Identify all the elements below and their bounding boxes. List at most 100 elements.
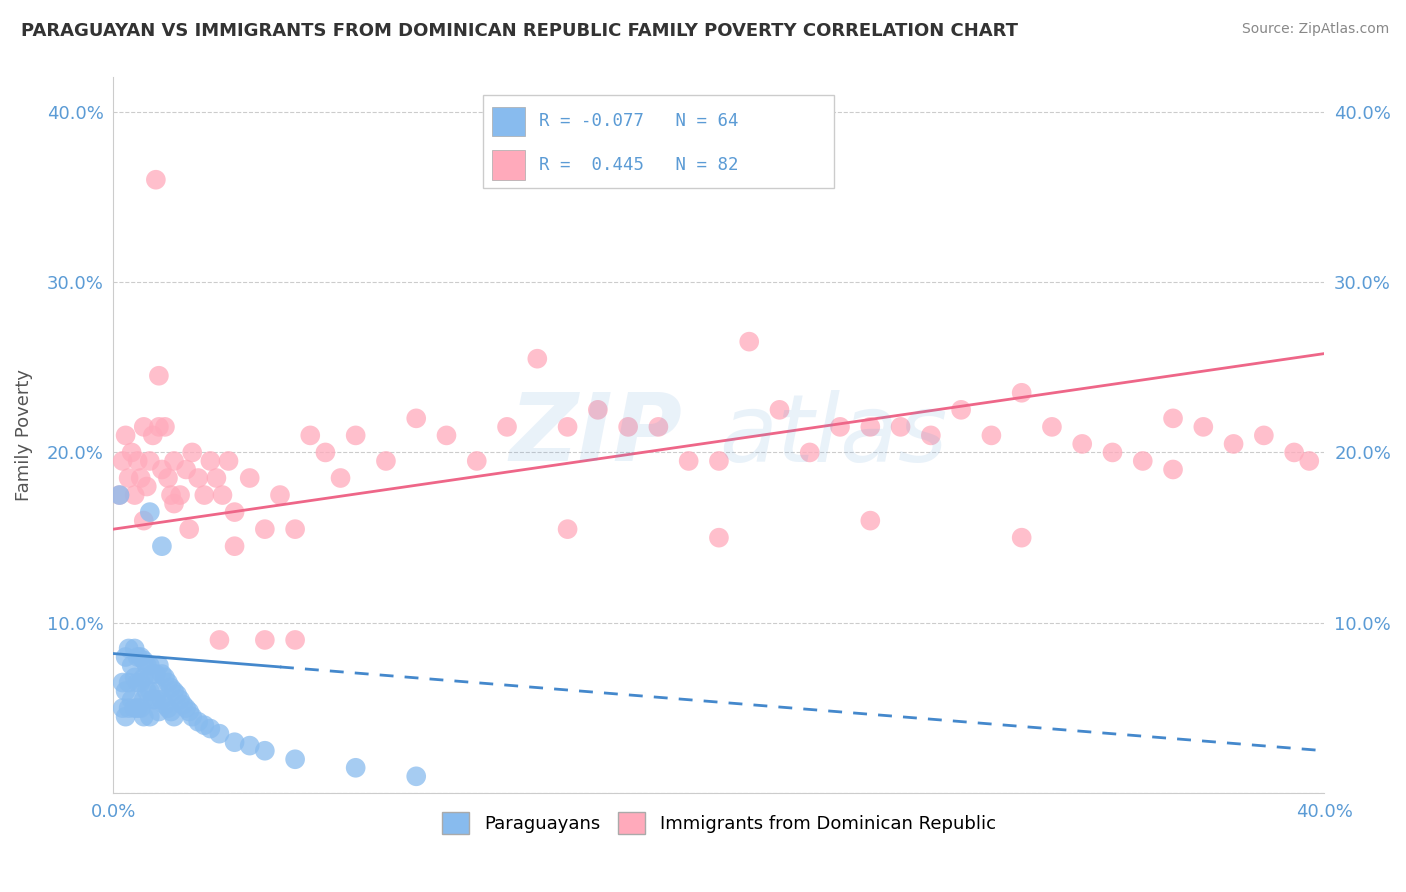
Point bbox=[344, 761, 367, 775]
Point bbox=[284, 632, 307, 647]
Point bbox=[132, 653, 155, 667]
Point bbox=[153, 670, 176, 684]
Point bbox=[153, 420, 176, 434]
Point bbox=[174, 701, 197, 715]
Point bbox=[239, 739, 262, 753]
Point bbox=[127, 454, 149, 468]
Point bbox=[678, 454, 700, 468]
Point bbox=[1253, 428, 1275, 442]
Point bbox=[117, 701, 139, 715]
Point bbox=[224, 505, 246, 519]
Point bbox=[920, 428, 942, 442]
Point bbox=[253, 744, 276, 758]
Point bbox=[526, 351, 548, 366]
Point bbox=[193, 718, 215, 732]
Point bbox=[200, 454, 222, 468]
Point bbox=[156, 675, 179, 690]
Point bbox=[950, 402, 973, 417]
Point bbox=[405, 411, 427, 425]
Point bbox=[121, 445, 143, 459]
Point bbox=[1011, 385, 1033, 400]
Point bbox=[127, 650, 149, 665]
Point bbox=[1298, 454, 1320, 468]
Point bbox=[114, 709, 136, 723]
Text: Source: ZipAtlas.com: Source: ZipAtlas.com bbox=[1241, 22, 1389, 37]
Point bbox=[557, 420, 579, 434]
Point bbox=[163, 684, 186, 698]
Point bbox=[200, 722, 222, 736]
Point bbox=[181, 445, 204, 459]
Point bbox=[148, 705, 170, 719]
Point bbox=[148, 658, 170, 673]
Point bbox=[127, 701, 149, 715]
Point bbox=[707, 454, 730, 468]
Point bbox=[129, 650, 152, 665]
Point bbox=[329, 471, 352, 485]
Point bbox=[224, 539, 246, 553]
Point bbox=[132, 670, 155, 684]
Point bbox=[586, 402, 609, 417]
Text: atlas: atlas bbox=[718, 390, 948, 481]
Point bbox=[647, 420, 669, 434]
Point bbox=[166, 688, 188, 702]
Point bbox=[121, 658, 143, 673]
Point bbox=[148, 684, 170, 698]
Point bbox=[132, 709, 155, 723]
Point bbox=[211, 488, 233, 502]
Point bbox=[1161, 462, 1184, 476]
Point bbox=[557, 522, 579, 536]
Point bbox=[142, 692, 165, 706]
Point bbox=[253, 632, 276, 647]
Point bbox=[253, 522, 276, 536]
Point bbox=[344, 428, 367, 442]
Point bbox=[405, 769, 427, 783]
Point bbox=[124, 670, 146, 684]
Point bbox=[150, 692, 173, 706]
Y-axis label: Family Poverty: Family Poverty bbox=[15, 369, 32, 501]
Point bbox=[179, 705, 201, 719]
Point bbox=[1192, 420, 1215, 434]
Point bbox=[799, 445, 821, 459]
Point bbox=[124, 488, 146, 502]
Point bbox=[114, 650, 136, 665]
Text: ZIP: ZIP bbox=[510, 390, 683, 482]
Point bbox=[314, 445, 336, 459]
Point bbox=[859, 420, 882, 434]
Point bbox=[163, 497, 186, 511]
Point bbox=[111, 701, 134, 715]
Point bbox=[208, 632, 231, 647]
Point bbox=[156, 701, 179, 715]
Point bbox=[117, 675, 139, 690]
Point bbox=[108, 488, 131, 502]
Point bbox=[859, 514, 882, 528]
Point bbox=[124, 641, 146, 656]
Point bbox=[980, 428, 1002, 442]
Point bbox=[114, 428, 136, 442]
Point bbox=[1040, 420, 1063, 434]
Point bbox=[224, 735, 246, 749]
Point bbox=[828, 420, 851, 434]
Point bbox=[121, 692, 143, 706]
Point bbox=[163, 454, 186, 468]
Bar bbox=[492, 106, 524, 136]
Point bbox=[284, 522, 307, 536]
Point bbox=[145, 667, 167, 681]
Point bbox=[108, 488, 131, 502]
Point bbox=[707, 531, 730, 545]
Text: R = -0.077   N = 64: R = -0.077 N = 64 bbox=[538, 112, 738, 130]
Point bbox=[132, 514, 155, 528]
Point bbox=[139, 658, 162, 673]
Point bbox=[187, 714, 209, 729]
Point bbox=[187, 471, 209, 485]
Point bbox=[145, 172, 167, 186]
Point bbox=[768, 402, 790, 417]
Point bbox=[172, 698, 194, 712]
Point bbox=[163, 709, 186, 723]
Point bbox=[299, 428, 322, 442]
Point bbox=[127, 675, 149, 690]
Text: R =  0.445   N = 82: R = 0.445 N = 82 bbox=[538, 156, 738, 174]
Legend: Paraguayans, Immigrants from Dominican Republic: Paraguayans, Immigrants from Dominican R… bbox=[443, 813, 995, 834]
Point bbox=[148, 420, 170, 434]
Point bbox=[169, 488, 191, 502]
Point bbox=[139, 505, 162, 519]
